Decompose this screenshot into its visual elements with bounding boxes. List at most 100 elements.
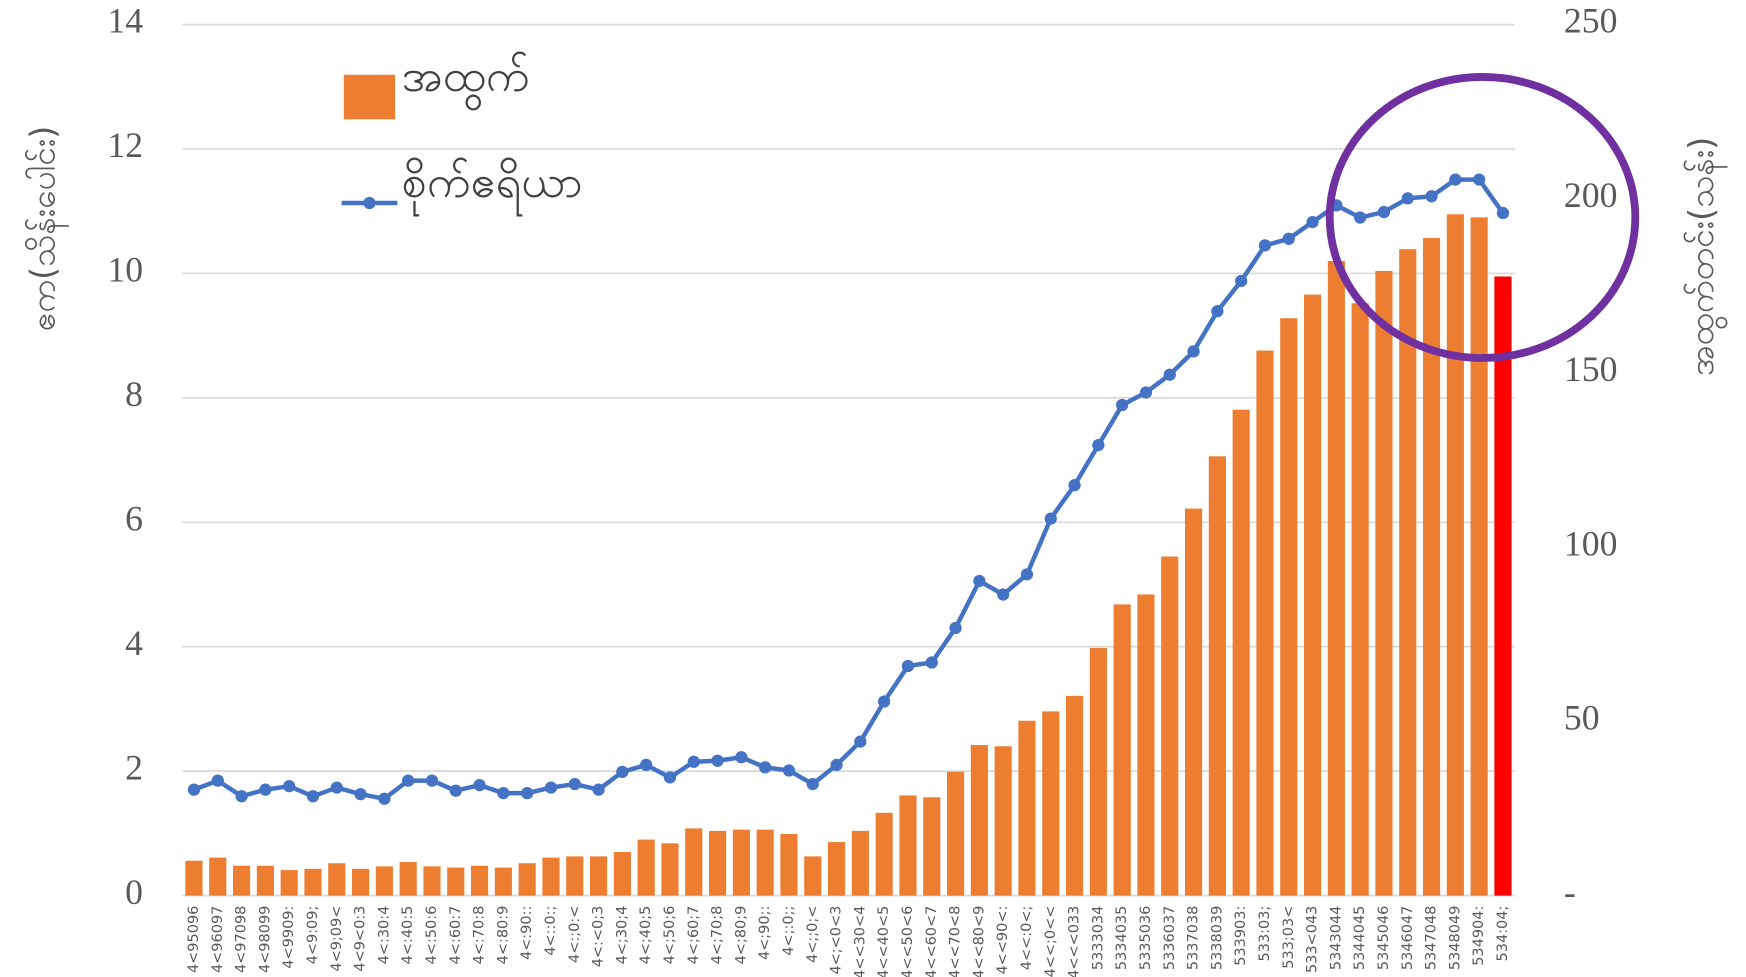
x-tick-label: 4<;30;4	[614, 906, 630, 965]
line-marker	[1449, 173, 1462, 186]
line-marker	[1139, 386, 1153, 399]
x-tick-label: 5345046	[1376, 906, 1392, 971]
line-marker	[1354, 211, 1367, 224]
line-marker	[568, 777, 581, 791]
y-tick-label: 10	[107, 250, 143, 290]
bar	[899, 795, 917, 896]
line-marker	[640, 758, 653, 772]
bar	[661, 843, 679, 896]
x-tick-label: 4<;:0;;	[781, 906, 797, 956]
x-tick-label: 4<<50<6	[900, 906, 916, 977]
line-marker	[973, 574, 986, 588]
y-tick-label: 12	[107, 125, 143, 165]
bar	[447, 867, 465, 896]
x-tick-label: 4<97098	[234, 906, 250, 973]
x-tick-label: 5343044	[1328, 906, 1344, 971]
x-tick-label: 4<:90::	[519, 906, 535, 960]
x-tick-label: 4<;80;9	[733, 906, 749, 965]
line-marker	[521, 787, 534, 800]
line-marker	[925, 656, 938, 669]
x-tick-label: 4<<40<5	[876, 906, 892, 977]
x-tick-label: 4<::0:;	[543, 906, 559, 956]
bar	[280, 870, 298, 896]
bar	[1399, 249, 1417, 896]
x-tick-label: 4<:80:9	[495, 906, 511, 965]
bar	[1042, 711, 1060, 896]
line-marker	[1282, 232, 1295, 245]
bar	[875, 812, 893, 896]
line-marker	[1211, 305, 1224, 318]
bar	[328, 863, 346, 896]
y-tick-label: 4	[125, 623, 143, 663]
x-tick-label: 5333034	[1090, 906, 1106, 971]
bar	[756, 829, 774, 896]
x-tick-label: 533<043	[1305, 906, 1321, 973]
x-tick-label: 5347048	[1424, 906, 1440, 971]
x-tick-label: 4<<:0<;	[1019, 906, 1035, 971]
bar	[399, 861, 417, 896]
line-marker	[544, 781, 558, 794]
line-marker	[1068, 479, 1081, 492]
bar	[780, 833, 798, 896]
bar	[304, 868, 322, 896]
x-tick-label: 533903:	[1233, 906, 1249, 966]
x-tick-label: 4<:70:8	[472, 906, 488, 965]
bar	[352, 868, 370, 896]
x-tick-label: 4<96097	[210, 906, 226, 973]
bar	[804, 856, 822, 896]
bar	[1018, 720, 1036, 896]
x-tick-label: 5346047	[1400, 906, 1416, 971]
x-tick-label: 533;03<	[1281, 906, 1297, 969]
x-tick-label: 4<95096	[186, 906, 202, 973]
bar	[375, 866, 393, 896]
line-marker	[759, 761, 772, 774]
x-tick-label: 4<<60<7	[924, 906, 940, 977]
line-marker	[449, 784, 462, 797]
line-marker	[378, 792, 391, 805]
bar	[1327, 260, 1345, 896]
bar	[185, 860, 203, 896]
bar	[970, 745, 988, 896]
x-tick-label: 5335036	[1138, 906, 1154, 971]
bar	[1446, 214, 1464, 896]
x-tick-label: 4<:40:5	[400, 906, 416, 965]
bar	[589, 856, 608, 896]
x-tick-label: 4<9909:	[281, 906, 297, 969]
x-tick-label: 4<:50:6	[424, 906, 440, 965]
x-tick-label: 533:03;	[1257, 906, 1273, 962]
x-tick-label: 4<;<0<3	[829, 906, 845, 975]
x-tick-label: 4<<30<4	[852, 906, 868, 977]
bar	[471, 865, 489, 896]
x-tick-label: 4<9;09<	[329, 906, 345, 972]
line-marker	[1401, 192, 1414, 205]
bar	[1089, 647, 1107, 896]
line-marker	[1258, 239, 1272, 252]
bar	[494, 867, 512, 896]
x-tick-label: 4<<90<:	[995, 906, 1011, 975]
bar	[1375, 270, 1393, 896]
bar	[613, 852, 631, 896]
line-marker	[687, 755, 700, 768]
legend-label: စိုက်ဧရိယာ	[402, 156, 583, 217]
line-marker	[1116, 398, 1129, 412]
line-marker	[901, 659, 915, 673]
bar	[685, 828, 703, 896]
line-marker	[1496, 206, 1510, 220]
line-marker	[473, 779, 486, 792]
line-marker	[354, 788, 367, 801]
bar	[1161, 556, 1179, 896]
y2-tick-label: -	[1564, 872, 1576, 912]
x-tick-label: 4<:<0;3	[591, 906, 607, 968]
line-marker	[878, 695, 891, 708]
x-tick-label: 4<:30:4	[376, 906, 392, 965]
bar	[423, 866, 441, 896]
x-tick-label: 4<<70<8	[948, 906, 964, 977]
x-tick-label: 4<9:09;	[305, 906, 321, 965]
line-marker	[235, 790, 248, 803]
line-marker	[259, 783, 272, 796]
x-tick-label: 5348049	[1447, 906, 1463, 971]
x-tick-label: 4<;90;:	[757, 906, 773, 960]
line-marker	[1187, 345, 1200, 358]
line-marker	[806, 777, 819, 791]
